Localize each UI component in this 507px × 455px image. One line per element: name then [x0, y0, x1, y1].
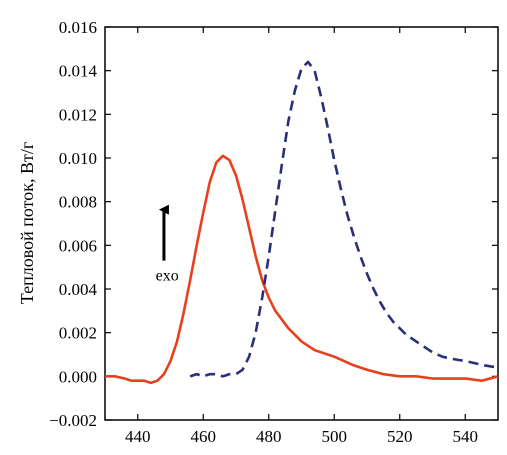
y-tick-label: 0.002	[59, 324, 97, 343]
x-axis: 440 460 480 500 520 540	[125, 27, 478, 446]
x-tick-label: 460	[191, 427, 217, 446]
y-tick-label: 0.014	[59, 62, 98, 81]
series-layer	[105, 60, 499, 385]
x-tick-label: 480	[256, 427, 282, 446]
plot-frame	[104, 26, 499, 421]
x-tick-label: 540	[453, 427, 479, 446]
y-axis: −0.002 0.000 0.002 0.004 0.006 0.008 0.010 0.01…	[49, 18, 498, 430]
y-tick-label: 0.012	[59, 105, 97, 124]
y-tick-label: 0.006	[59, 236, 97, 255]
solid-series-line	[105, 154, 499, 385]
x-tick-label: 440	[125, 427, 151, 446]
x-tick-label: 500	[322, 427, 348, 446]
annotation-layer: exo	[156, 204, 179, 284]
y-axis-label: Тепловой поток, Вт/г	[17, 142, 37, 304]
dashed-series-line	[189, 60, 499, 378]
y-tick-label: 0.004	[59, 280, 98, 299]
y-tick-label: 0.000	[59, 367, 97, 386]
y-tick-label: 0.008	[59, 193, 97, 212]
exo-annotation: exo	[156, 267, 179, 284]
x-tick-label: 520	[387, 427, 413, 446]
y-tick-label: 0.016	[59, 18, 97, 37]
y-tick-label: 0.010	[59, 149, 97, 168]
y-tick-label: −0.002	[49, 411, 97, 430]
